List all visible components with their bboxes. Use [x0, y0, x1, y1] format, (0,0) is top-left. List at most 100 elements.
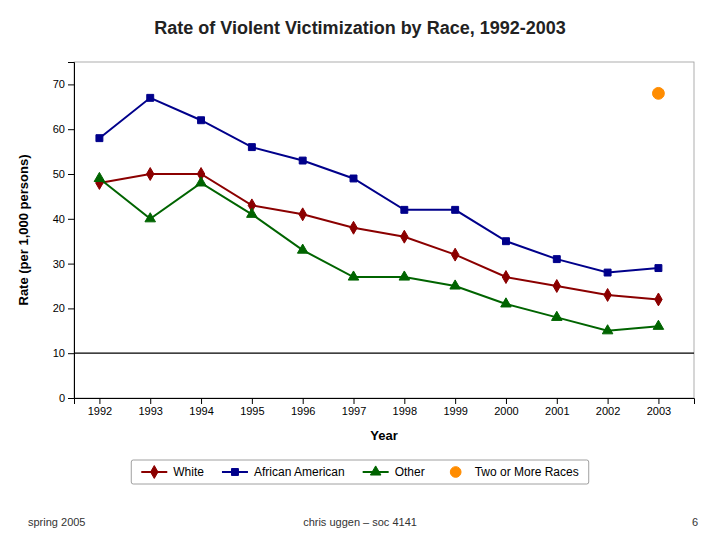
y-tick-label: 40: [53, 213, 65, 225]
y-tick-mark: [68, 174, 74, 175]
y-tick-label: 0: [59, 392, 65, 404]
data-point: [299, 208, 306, 221]
data-point: [653, 320, 664, 329]
y-tick-label: 30: [53, 258, 65, 270]
data-point: [147, 168, 154, 181]
data-point: [96, 135, 103, 142]
x-tick-label: 2002: [596, 405, 620, 417]
series: [653, 87, 665, 99]
x-tick-label: 2000: [494, 405, 518, 417]
x-tick-label: 1993: [138, 405, 162, 417]
y-tick: 30: [53, 258, 74, 270]
y-tick-mark: [68, 84, 74, 85]
x-tick-mark: [557, 398, 558, 404]
y-tick-mark: [68, 219, 74, 220]
data-point: [94, 172, 105, 181]
x-tick-mark: [506, 398, 507, 404]
legend-box: [131, 460, 588, 484]
footer-annotation: spring 2005: [28, 516, 86, 528]
x-tick: 1996: [291, 398, 315, 417]
y-tick-mark: [68, 129, 74, 130]
y-tick: 50: [53, 168, 74, 180]
legend-swatch: [151, 466, 158, 479]
data-point: [653, 87, 665, 99]
y-tick-label: 20: [53, 302, 65, 314]
y-tick: 0: [59, 392, 74, 404]
x-tick: 1993: [138, 398, 162, 417]
x-tick: 2003: [647, 398, 671, 417]
x-axis-line: [75, 399, 695, 405]
y-tick-mark: [68, 353, 74, 354]
data-point: [655, 293, 662, 306]
reference-line: [74, 353, 694, 354]
data-point: [553, 256, 560, 263]
data-point: [451, 248, 458, 261]
legend-swatch: [450, 467, 461, 478]
x-axis-title: Year: [370, 428, 397, 443]
x-tick: 1999: [443, 398, 467, 417]
series: [94, 172, 664, 333]
y-tick: 60: [53, 123, 74, 135]
x-tick-label: 1992: [88, 405, 112, 417]
y-tick: 20: [53, 302, 74, 314]
x-tick-label: 1999: [443, 405, 467, 417]
y-tick-label: 10: [53, 347, 65, 359]
x-tick-label: 2003: [647, 405, 671, 417]
x-tick: 2002: [596, 398, 620, 417]
legend-item: White: [141, 465, 204, 479]
legend: WhiteAfrican AmericanOtherTwo or More Ra…: [131, 460, 588, 484]
y-tick-label: 50: [53, 168, 65, 180]
data-point: [452, 206, 459, 213]
x-tick-mark: [404, 398, 405, 404]
x-tick-mark: [608, 398, 609, 404]
legend-label: White: [173, 465, 204, 479]
series-line: [99, 174, 658, 299]
data-point: [602, 325, 613, 334]
series: [96, 94, 662, 276]
data-point: [247, 208, 258, 217]
x-tick: 1992: [88, 398, 112, 417]
chart: Rate of Violent Victimization by Race, 1…: [0, 0, 720, 540]
x-tick-mark: [658, 398, 659, 404]
data-point: [198, 117, 205, 124]
data-point: [350, 175, 357, 182]
legend-item: Other: [363, 465, 425, 479]
data-point: [502, 271, 509, 284]
data-point: [248, 144, 255, 151]
x-tick: 1994: [189, 398, 213, 417]
data-point: [552, 311, 563, 320]
data-point: [401, 230, 408, 243]
data-point: [503, 238, 510, 245]
y-tick-label: 60: [53, 123, 65, 135]
x-tick-label: 1995: [240, 405, 264, 417]
x-tick-mark: [354, 398, 355, 404]
legend-item: Two or More Races: [450, 465, 578, 479]
data-point: [196, 177, 207, 186]
legend-label: Other: [395, 465, 425, 479]
data-point: [450, 280, 461, 289]
data-point: [604, 289, 611, 302]
plot-frame: [74, 62, 694, 398]
footer-annotation: chris uggen – soc 4141: [303, 516, 417, 528]
legend-label: Two or More Races: [475, 465, 579, 479]
y-axis-title: Rate (per 1,000 persons): [16, 154, 31, 305]
footer-annotation: 6: [692, 516, 698, 528]
x-tick: 2001: [545, 398, 569, 417]
data-point: [350, 221, 357, 234]
marks: [74, 87, 694, 353]
x-tick: 1997: [342, 398, 366, 417]
series: [96, 168, 662, 306]
x-tick-mark: [455, 398, 456, 404]
y-axis: 0 10 20 30 40 50 60 70: [53, 63, 75, 405]
series-line: [99, 178, 658, 330]
legend-swatch: [231, 469, 238, 476]
x-tick: 2000: [494, 398, 518, 417]
series-line: [99, 98, 658, 273]
data-point: [147, 94, 154, 101]
y-tick: 70: [53, 78, 74, 90]
x-tick-label: 2001: [545, 405, 569, 417]
data-point: [553, 280, 560, 293]
data-point: [604, 269, 611, 276]
chart-title: Rate of Violent Victimization by Race, 1…: [154, 18, 566, 38]
y-tick-mark: [68, 308, 74, 309]
